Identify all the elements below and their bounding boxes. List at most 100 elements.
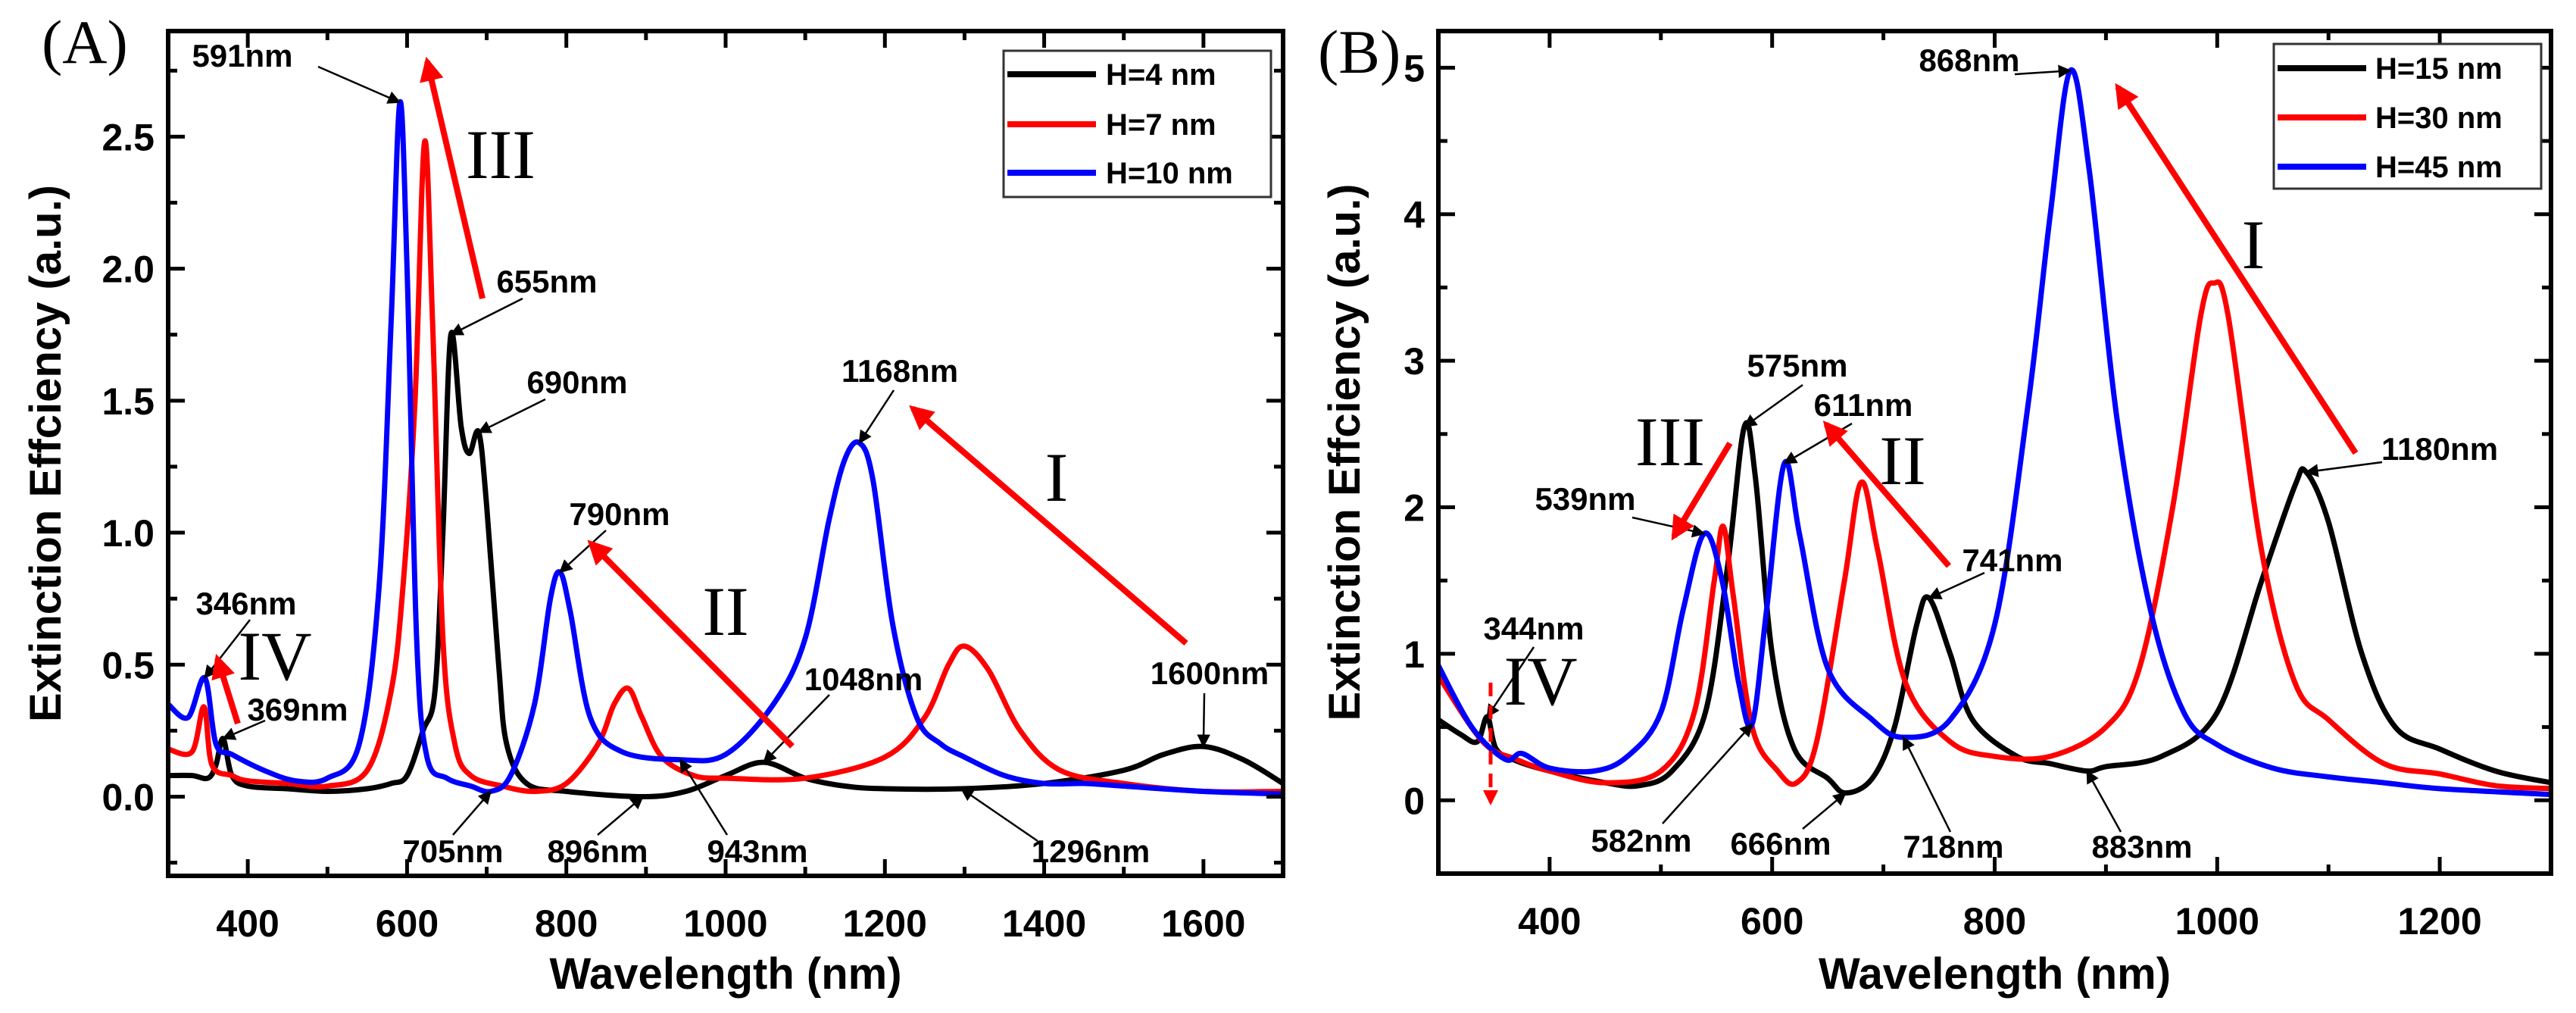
- x-tick-label: 600: [376, 902, 439, 945]
- peak-annotation: 344nm: [1483, 611, 1584, 646]
- y-axis-title: Extinction Effciency (a.u.): [1320, 184, 1369, 721]
- peak-annotation: 666nm: [1730, 826, 1831, 861]
- x-tick-label: 1600: [1161, 902, 1245, 945]
- annotation-arrow: [221, 719, 266, 740]
- peak-annotation: 896nm: [547, 833, 648, 869]
- peak-annotation: 591nm: [192, 38, 292, 73]
- annotation-arrow: [960, 787, 1038, 843]
- peak-annotation: 741nm: [1962, 542, 2062, 578]
- mode-shift-arrow: [1671, 441, 1733, 541]
- x-tick-label: 800: [535, 902, 598, 945]
- annotation-arrow: [858, 389, 895, 445]
- annotation-arrow: [1928, 571, 1985, 599]
- panel-b: 400 600 800 1000 1200 0 1 2 3 4 5 Wavelength (nm) Ex…: [1318, 17, 2553, 999]
- annotation-arrow: [452, 790, 492, 836]
- mode-label: II: [702, 573, 748, 650]
- series-line-h-4-nm: [167, 330, 1285, 799]
- legend-entry: H=10 nm: [1106, 157, 1233, 190]
- mode-label: IV: [238, 617, 311, 695]
- panel-label: (A): [42, 8, 128, 77]
- annotation-arrow: [2086, 770, 2122, 833]
- y-tick-label: 5: [1404, 47, 1425, 89]
- series-line-h-45-nm: [1435, 67, 2552, 798]
- annotation-arrow: [559, 530, 607, 574]
- x-tick-label: 1000: [2175, 900, 2259, 943]
- mode-label: I: [1045, 439, 1069, 516]
- x-tick-label: 600: [1741, 900, 1803, 943]
- peak-annotation: 705nm: [402, 833, 503, 869]
- mode-label: IV: [1503, 643, 1577, 720]
- x-tick-label: 1000: [683, 902, 767, 945]
- peak-annotation: 655nm: [496, 264, 597, 299]
- x-tick-label: 400: [216, 902, 279, 945]
- y-tick-label: 2.5: [101, 116, 155, 158]
- peak-annotation: 611nm: [1814, 387, 1913, 423]
- peak-annotation: 868nm: [1919, 42, 2019, 78]
- y-tick-label: 0.0: [101, 776, 155, 818]
- x-tick-label: 1400: [1002, 902, 1086, 945]
- y-tick-label: 1.0: [101, 512, 155, 555]
- y-tick-label: 4: [1404, 194, 1425, 236]
- series-line-h-30-nm: [1436, 279, 2552, 792]
- x-tick-label: 1200: [843, 902, 927, 945]
- x-tick-label: 400: [1518, 900, 1581, 943]
- mode-shift-arrow: [420, 56, 486, 299]
- peak-annotation: 1296nm: [1032, 833, 1150, 869]
- annotation-arrow: [1802, 792, 1847, 830]
- annotation-arrow: [679, 758, 729, 836]
- y-tick-label: 0: [1404, 780, 1425, 822]
- peak-annotation: 575nm: [1747, 348, 1847, 383]
- x-tick-label: 1200: [2397, 900, 2481, 943]
- peak-annotation: 582nm: [1591, 823, 1691, 858]
- y-tick-label: 2.0: [101, 249, 155, 291]
- peak-annotation: 1600nm: [1151, 655, 1269, 691]
- series-line-h-10-nm: [166, 98, 1284, 797]
- y-tick-label: 0.5: [101, 644, 155, 686]
- peak-annotation: 1048nm: [804, 661, 923, 697]
- peak-annotation: 690nm: [526, 364, 627, 400]
- panel-a: 400 600 800 1000 1200 1400 1600 0.0 0.5 1.0 1.5 2.0…: [21, 8, 1285, 999]
- x-tick-label: 800: [1963, 900, 2026, 943]
- y-tick-label: 1.5: [101, 380, 155, 423]
- x-axis-title: Wavelength (nm): [1819, 949, 2171, 999]
- mode-shift-arrow: [587, 539, 795, 749]
- annotation-arrow: [449, 297, 523, 336]
- mode-label: II: [1879, 422, 1925, 499]
- series-line-h-7-nm: [167, 138, 1284, 795]
- legend-entry: H=4 nm: [1106, 58, 1216, 92]
- mode-label: III: [1635, 403, 1705, 480]
- peak-annotation: 1180nm: [2381, 431, 2498, 467]
- y-tick-label: 1: [1404, 633, 1425, 676]
- annotation-arrow: [763, 694, 830, 764]
- mode-shift-arrow: [211, 653, 241, 725]
- annotation-arrow: [1486, 646, 1535, 718]
- x-axis-title: Wavelength (nm): [549, 949, 901, 999]
- legend-entry: H=30 nm: [2375, 102, 2503, 135]
- y-tick-label: 2: [1404, 487, 1425, 530]
- panel-label: (B): [1318, 17, 1400, 86]
- annotation-arrow: [1902, 736, 1952, 833]
- peak-annotation: 883nm: [2091, 829, 2192, 864]
- mode-label: III: [466, 116, 535, 193]
- peak-annotation: 790nm: [569, 496, 670, 532]
- mode-shift-arrow: [1822, 421, 1952, 568]
- annotation-arrow: [597, 796, 644, 836]
- annotation-arrow: [1662, 723, 1753, 824]
- peak-annotation: 1168nm: [841, 353, 958, 389]
- legend-entry: H=15 nm: [2375, 52, 2503, 86]
- legend-entry: H=45 nm: [2375, 151, 2503, 184]
- series-line-h-15-nm: [1437, 420, 2552, 796]
- mode-shift-arrow: [2115, 83, 2359, 455]
- annotation-arrow: [2305, 461, 2383, 477]
- y-tick-label: 3: [1404, 340, 1425, 383]
- annotation-arrow: [1743, 383, 1803, 428]
- annotation-arrow: [1631, 516, 1706, 538]
- y-axis-title: Extinction Effciency (a.u.): [21, 185, 70, 722]
- legend-entry: H=7 nm: [1106, 108, 1216, 142]
- peak-annotation: 539nm: [1535, 481, 1635, 517]
- peak-annotation: 346nm: [195, 586, 296, 621]
- mode-label: I: [2242, 206, 2265, 283]
- annotation-arrow: [317, 65, 401, 104]
- annotation-arrow: [2014, 64, 2072, 78]
